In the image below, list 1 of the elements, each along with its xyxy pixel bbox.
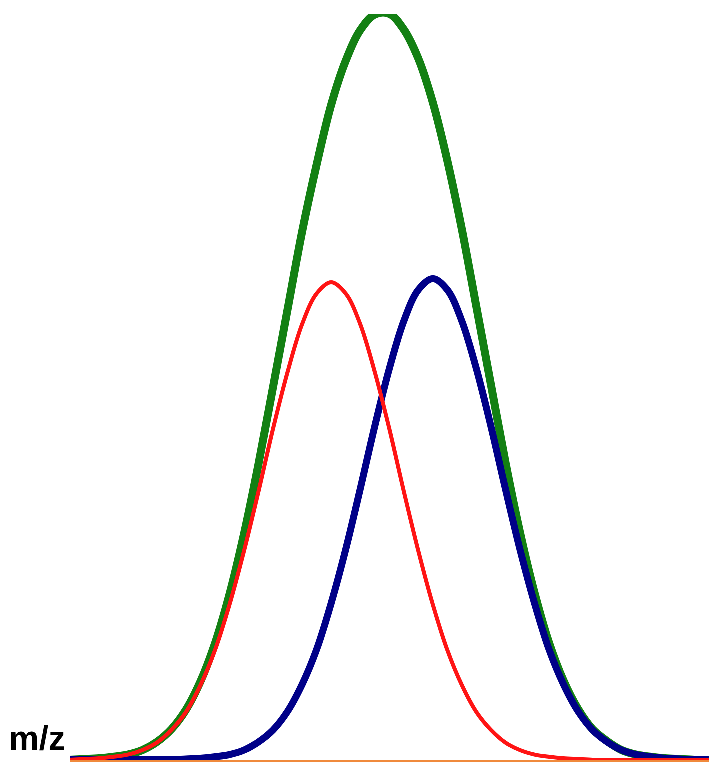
x-axis-title: m/z [9, 720, 66, 758]
